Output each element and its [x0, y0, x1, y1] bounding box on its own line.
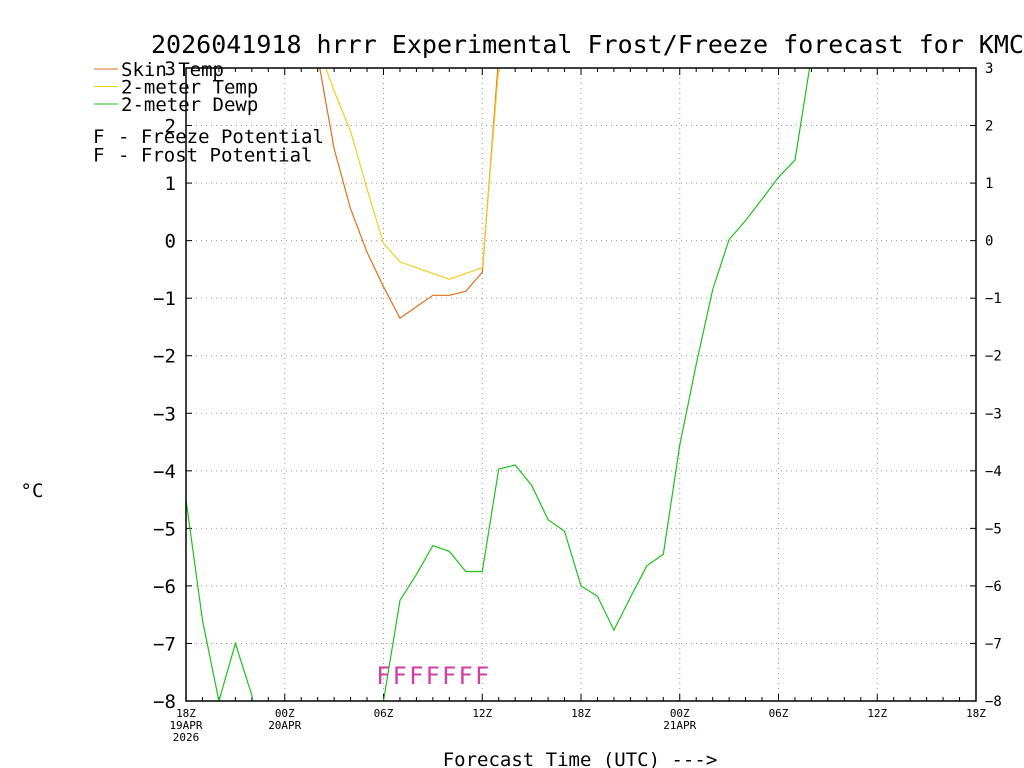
y-tick-label-right: −8 — [985, 694, 1002, 710]
x-tick-label: 18Z — [966, 707, 986, 720]
x-tick-label: 18Z — [176, 707, 196, 720]
x-tick-label: 06Z — [769, 707, 789, 720]
potential-legend-label: - Freeze Potential — [118, 126, 324, 148]
series-line-2-meter-temp — [325, 68, 500, 280]
y-tick-label-right: −2 — [985, 349, 1002, 365]
freeze-marker: F — [475, 662, 489, 690]
x-tick-label: 19APR — [169, 719, 202, 732]
y-tick-label-left: −8 — [153, 691, 176, 713]
chart-title: 2026041918 hrrr Experimental Frost/Freez… — [151, 30, 1024, 59]
x-tick-label: 2026 — [173, 731, 200, 744]
freeze-marker: F — [459, 662, 473, 690]
x-tick-label: 20APR — [268, 719, 301, 732]
y-tick-label-right: 3 — [985, 61, 993, 77]
y-tick-label-left: 0 — [165, 231, 176, 253]
x-tick-label: 21APR — [663, 719, 696, 732]
legend-label: 2-meter Temp — [121, 77, 258, 99]
plot-frame — [185, 67, 977, 702]
potential-legend-label: - Frost Potential — [118, 145, 312, 167]
y-tick-label-left: −7 — [153, 633, 176, 655]
x-tick-label: 18Z — [571, 707, 591, 720]
x-tick-label: 06Z — [374, 707, 394, 720]
legend-label: 2-meter Dewp — [121, 94, 258, 116]
y-tick-label-right: −6 — [985, 579, 1002, 595]
y-tick-label-left: 3 — [165, 58, 176, 80]
freeze-marker: F — [393, 662, 407, 690]
y-axis-label: °C — [21, 480, 44, 502]
y-tick-label-right: −1 — [985, 291, 1002, 307]
y-tick-label-left: −4 — [153, 461, 176, 483]
y-tick-label-left: −6 — [153, 576, 176, 598]
legend-label: Skin Temp — [121, 59, 224, 81]
series-line-2-meter-dewp — [186, 68, 811, 701]
x-axis-label: Forecast Time (UTC) ---> — [443, 749, 718, 768]
axis-ticks: −8 −8 −7 −7 −6 −6 −5 −5 −4 −4 −3 −3 −2 −2 −1 −1 0 0 1 1 2 2 3 3… — [153, 58, 1002, 744]
y-tick-label-left: −5 — [153, 518, 176, 540]
potential-legend-marker: F — [93, 145, 104, 167]
y-tick-label-right: −7 — [985, 636, 1002, 652]
y-tick-label-right: −4 — [985, 464, 1002, 480]
grid — [186, 68, 976, 701]
x-tick-label: 00Z — [275, 707, 295, 720]
freeze-marker: F — [442, 662, 456, 690]
x-tick-label: 00Z — [670, 707, 690, 720]
freeze-marker: F — [426, 662, 440, 690]
y-tick-label-left: −3 — [153, 403, 176, 425]
freeze-marker: F — [410, 662, 424, 690]
y-tick-label-right: 1 — [985, 176, 993, 192]
x-tick-label: 12Z — [867, 707, 887, 720]
y-tick-label-left: −1 — [153, 288, 176, 310]
x-tick-label: 12Z — [472, 707, 492, 720]
potential-legend-marker: F — [93, 126, 104, 148]
freeze-marker: F — [377, 662, 391, 690]
y-tick-label-right: −3 — [985, 406, 1002, 422]
series-line-skin-temp — [319, 68, 499, 320]
series-group — [186, 68, 811, 701]
y-tick-label-right: −5 — [985, 521, 1002, 537]
y-tick-label-right: 2 — [985, 119, 993, 135]
y-tick-label-right: 0 — [985, 234, 993, 250]
y-tick-label-left: −2 — [153, 346, 176, 368]
y-tick-label-left: 1 — [165, 173, 176, 195]
y-tick-label-left: 2 — [165, 116, 176, 138]
